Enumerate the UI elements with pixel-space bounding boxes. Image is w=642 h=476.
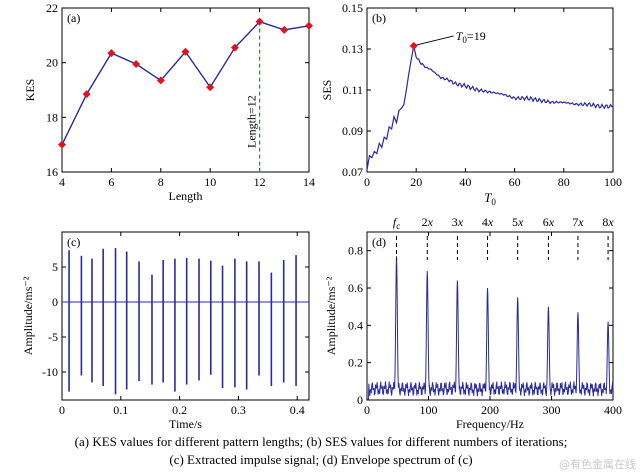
panel-a-kes-length: 4 6 8 10 12 14 16 18 20 22 (a) Length=12 Length KES	[23, 1, 315, 203]
data-point	[305, 21, 313, 30]
y-tick-label: 0	[52, 295, 58, 309]
y-tick-label: -5	[48, 330, 58, 344]
harmonic-label: 5x	[512, 215, 524, 229]
x-tick-label: 40	[459, 175, 471, 189]
harmonic-label: 3x	[452, 215, 464, 229]
plot-frame	[61, 7, 310, 173]
x-axis-label: Time/s	[169, 417, 202, 431]
panel-label: (d)	[372, 235, 386, 249]
y-tick-label: 0.07	[342, 165, 363, 179]
data-point	[132, 60, 141, 69]
x-tick-label: 12	[254, 175, 266, 189]
x-axis-label: T0	[484, 190, 496, 207]
x-tick-label: 6	[108, 175, 114, 189]
x-tick-label: 300	[543, 403, 561, 417]
harmonic-label: 6x	[543, 215, 555, 229]
y-tick-label: 16	[46, 165, 58, 179]
y-axis-label: Amplitude/ms⁻²	[324, 276, 338, 355]
highlight-label: T0=19	[456, 29, 486, 45]
panel-label: (c)	[67, 235, 80, 249]
y-tick-label: 0.4	[348, 318, 363, 332]
series-line	[366, 45, 614, 171]
watermark: @有色金属在线	[559, 458, 636, 471]
x-tick-label: 0	[364, 175, 370, 189]
x-tick-label: 14	[303, 175, 315, 189]
y-tick-label: 0.13	[342, 42, 363, 56]
y-tick-label: 0.6	[348, 281, 363, 295]
x-tick-label: 4	[59, 175, 65, 189]
x-tick-label: 20	[410, 175, 422, 189]
caption-line-2: (c) Extracted impulse signal; (d) Envelo…	[169, 452, 473, 467]
y-tick-label: 0.09	[342, 124, 363, 138]
y-axis-label: KES	[23, 79, 37, 102]
data-point	[82, 90, 91, 99]
data-point	[156, 76, 165, 85]
x-tick-label: 10	[204, 175, 216, 189]
plot-frame	[366, 7, 614, 173]
data-point	[230, 43, 239, 52]
y-tick-label: 0.8	[348, 244, 363, 258]
harmonic-label: 4x	[482, 215, 494, 229]
x-tick-label: 60	[509, 175, 521, 189]
x-tick-label: 0.1	[113, 403, 128, 417]
x-tick-label: 100	[420, 403, 438, 417]
panel-label: (b)	[372, 11, 386, 25]
figure: 4 6 8 10 12 14 16 18 20 22 (a) Length=12 Length KES 0…	[21, 1, 622, 431]
y-tick-label: 5	[52, 260, 58, 274]
panel-d-envelope-spectrum: 0 100 200 300 400 0 0.2 0.4 0.6 0.8 (d) fc 2x 3x 4x 5x 6…	[324, 215, 622, 431]
data-point	[181, 47, 190, 56]
spectrum-line	[367, 256, 614, 400]
data-point	[107, 49, 116, 58]
x-tick-label: 400	[604, 403, 622, 417]
panel-label: (a)	[67, 11, 80, 25]
plot-frame	[366, 231, 614, 401]
series-line	[61, 20, 310, 145]
y-tick-label: 0.15	[342, 1, 363, 15]
x-tick-label: 200	[481, 403, 499, 417]
panel-b-ses-iterations: 0 20 40 60 80 100 0.07 0.09 0.11 0.13 0.15 (b) T0=19…	[320, 1, 622, 207]
x-tick-label: 8	[158, 175, 164, 189]
x-tick-label: 80	[558, 175, 570, 189]
x-axis-label: Frequency/Hz	[456, 417, 524, 431]
harmonic-label: fc	[393, 215, 400, 231]
x-tick-label: 0.2	[172, 403, 187, 417]
y-tick-label: -10	[42, 365, 58, 379]
highlight-point	[409, 41, 418, 50]
caption-line-1: (a) KES values for different pattern len…	[74, 434, 568, 449]
x-axis-label: Length	[169, 189, 203, 203]
y-tick-label: 0.2	[348, 356, 363, 370]
annotation-label: Length=12	[245, 95, 259, 148]
x-tick-label: 100	[604, 175, 622, 189]
x-tick-label: 0.4	[290, 403, 305, 417]
x-tick-label: 0	[59, 403, 65, 417]
y-tick-label: 20	[46, 56, 58, 70]
highlight-leader	[416, 35, 454, 46]
data-point	[255, 17, 264, 26]
y-axis-label: SES	[320, 80, 334, 101]
data-point	[58, 140, 66, 149]
panel-c-impulse-signal: 0 0.1 0.2 0.3 0.4 -10 -5 0 5 (c) Time/s Amplitude/m…	[21, 231, 310, 431]
y-tick-label: 18	[46, 110, 58, 124]
y-tick-label: 0	[357, 393, 363, 407]
harmonic-label: 2x	[422, 215, 434, 229]
y-tick-label: 22	[46, 1, 58, 15]
x-tick-label: 0.3	[231, 403, 246, 417]
harmonic-label: 8x	[602, 215, 614, 229]
x-tick-label: 0	[364, 403, 370, 417]
y-axis-label: Amplitude/ms⁻²	[21, 276, 35, 355]
data-point	[280, 25, 289, 34]
harmonic-label: 7x	[572, 215, 584, 229]
data-point	[206, 83, 215, 92]
y-tick-label: 0.11	[342, 83, 363, 97]
plot-frame	[61, 231, 310, 401]
